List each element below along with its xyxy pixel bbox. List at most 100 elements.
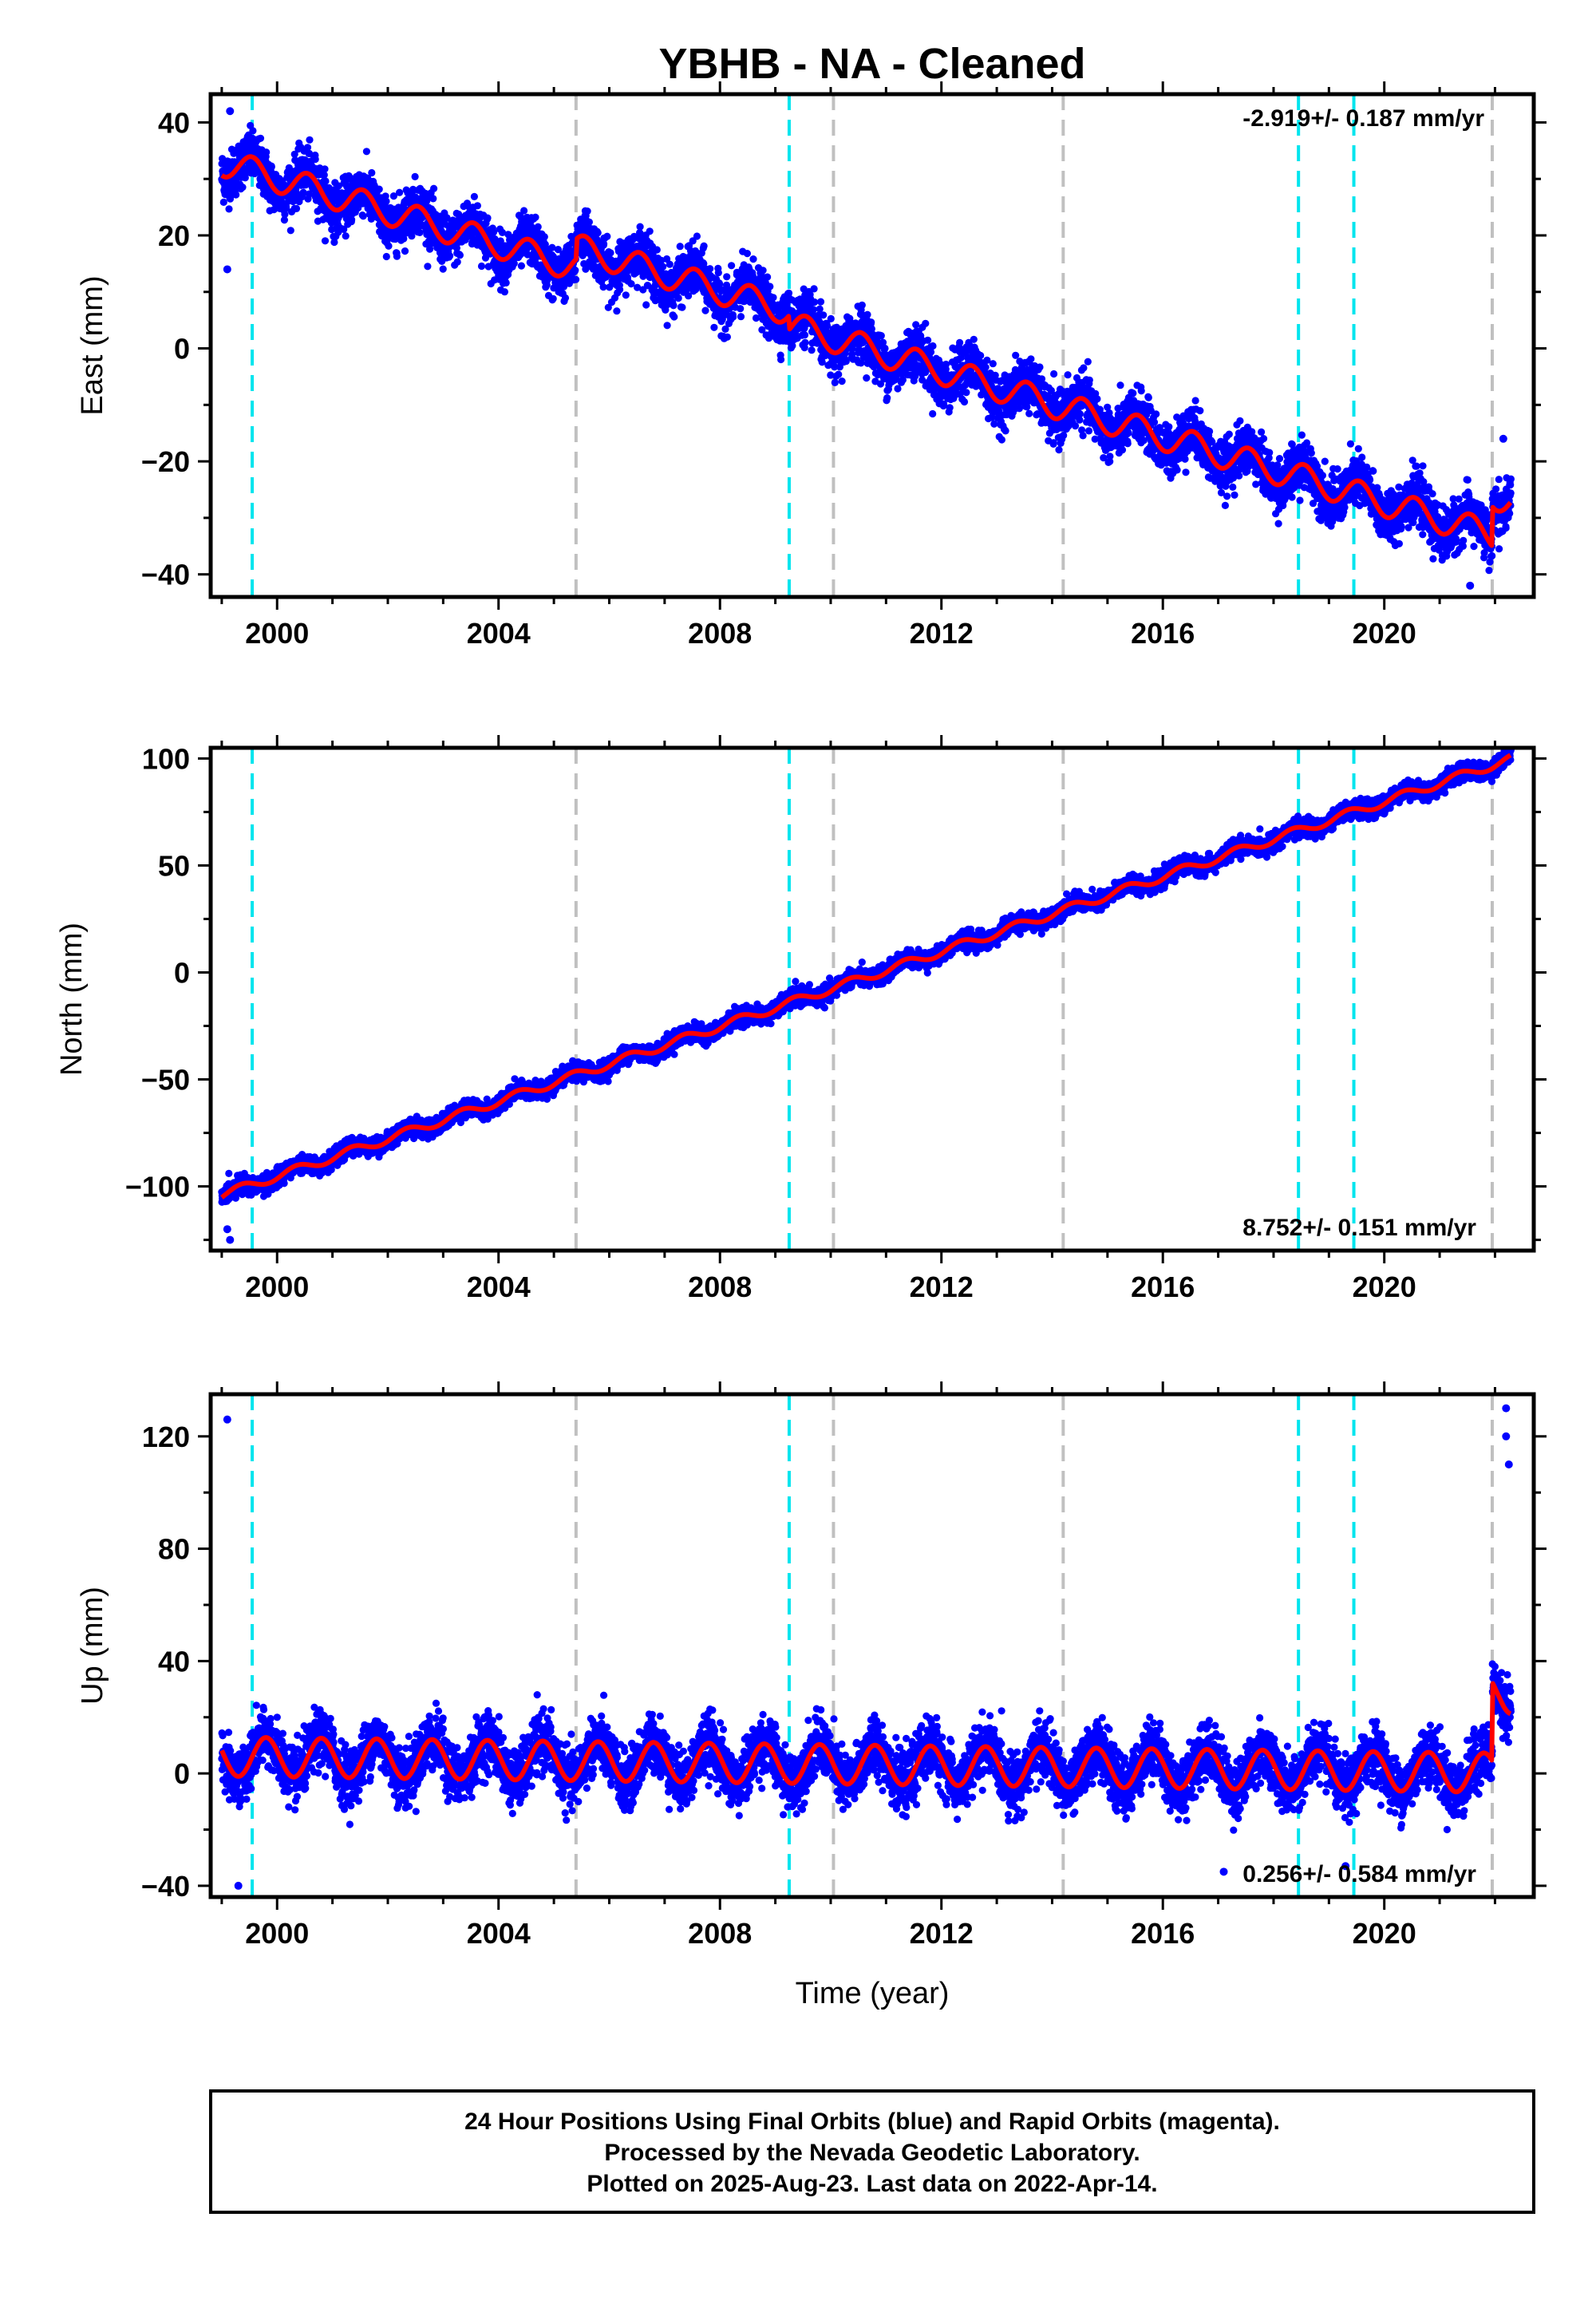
data-point [1124, 440, 1132, 448]
data-point [743, 250, 752, 258]
data-point [477, 262, 486, 271]
data-point [670, 313, 678, 321]
data-point [1144, 393, 1152, 401]
data-point [219, 198, 227, 206]
data-point [777, 355, 785, 364]
data-point [714, 269, 722, 277]
data-point [249, 127, 257, 135]
data-point [1015, 405, 1023, 413]
data-point [1027, 355, 1035, 363]
data-point [520, 207, 528, 215]
data-point [456, 251, 464, 259]
data-point [800, 331, 809, 339]
data-point [531, 213, 539, 221]
data-point [292, 204, 301, 212]
data-point [606, 249, 614, 257]
data-point [962, 389, 970, 397]
data-point [670, 302, 678, 310]
data-point [241, 174, 249, 182]
data-point [389, 192, 397, 200]
data-point [439, 265, 447, 273]
data-point [1064, 371, 1072, 379]
data-point [282, 204, 290, 211]
data-point [970, 335, 978, 343]
data-point [1050, 370, 1058, 378]
data-point [998, 436, 1005, 444]
data-point [306, 136, 314, 144]
data-point [820, 311, 828, 319]
data-point [642, 301, 650, 309]
data-point [490, 228, 498, 236]
data-point [517, 262, 526, 270]
data-point [540, 233, 548, 241]
data-point [827, 314, 835, 322]
data-point [290, 150, 298, 158]
data-point [603, 232, 611, 240]
data-point [348, 215, 356, 223]
data-point [583, 207, 591, 215]
data-point [728, 262, 736, 270]
data-point [267, 163, 275, 171]
data-point [401, 247, 409, 255]
data-point [500, 288, 509, 296]
data-point [622, 291, 630, 299]
data-point [737, 305, 745, 313]
data-point [956, 338, 964, 346]
data-point [1085, 376, 1093, 384]
data-point [232, 191, 240, 199]
data-point [427, 239, 435, 248]
data-point [723, 273, 731, 281]
data-point [408, 232, 416, 240]
data-point [881, 344, 889, 353]
data-point [1173, 466, 1181, 474]
data-point [1055, 446, 1063, 454]
data-point [706, 265, 714, 273]
data-point [659, 263, 667, 271]
data-point [299, 188, 307, 196]
data-point [810, 285, 818, 293]
data-point [1182, 468, 1190, 476]
data-point [1191, 397, 1199, 405]
data-point [330, 238, 338, 247]
data-point [912, 321, 920, 329]
data-point [729, 313, 737, 321]
data-point [322, 177, 330, 185]
data-point [977, 351, 985, 360]
data-point [1079, 432, 1087, 440]
data-point [342, 232, 350, 240]
data-point [613, 307, 621, 315]
data-point [1071, 422, 1080, 430]
data-point [452, 244, 461, 252]
data-point [510, 259, 518, 267]
data-point [700, 242, 708, 250]
data-point [453, 258, 461, 266]
data-point [809, 306, 817, 314]
data-point [1001, 427, 1009, 435]
data-point [424, 263, 432, 271]
data-point [484, 214, 492, 222]
data-point [473, 202, 482, 210]
data-point [863, 310, 871, 318]
data-point [1025, 409, 1033, 417]
data-point [303, 144, 312, 152]
data-point [929, 342, 937, 350]
data-point [385, 242, 393, 250]
data-point [1080, 364, 1088, 372]
data-point [1124, 429, 1132, 437]
data-point [280, 216, 288, 224]
data-point [1060, 431, 1068, 440]
data-point [801, 338, 809, 346]
data-point [549, 294, 557, 302]
data-point [1116, 381, 1124, 389]
data-point [982, 363, 990, 371]
data-point [831, 378, 839, 386]
data-point [942, 360, 950, 369]
data-point [561, 294, 570, 302]
chart-title: YBHB - NA - Cleaned [658, 40, 1085, 88]
data-point [678, 303, 686, 311]
data-point [816, 298, 825, 306]
data-point [723, 333, 732, 341]
data-point [883, 394, 891, 402]
data-point [894, 385, 902, 393]
data-point [877, 332, 885, 340]
